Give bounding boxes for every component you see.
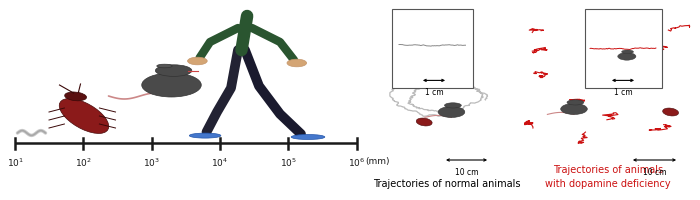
Bar	[584, 9, 662, 88]
Ellipse shape	[663, 108, 678, 116]
Ellipse shape	[157, 64, 172, 68]
Text: 10$^{5}$: 10$^{5}$	[280, 157, 297, 169]
Ellipse shape	[438, 106, 465, 117]
Ellipse shape	[189, 133, 221, 138]
Ellipse shape	[416, 118, 432, 126]
Text: with dopamine deficiency: with dopamine deficiency	[545, 179, 671, 189]
Ellipse shape	[155, 65, 192, 76]
Text: Trajectories of normal animals: Trajectories of normal animals	[373, 179, 520, 189]
Text: 10$^{3}$: 10$^{3}$	[144, 157, 160, 169]
Ellipse shape	[291, 134, 325, 140]
Text: 10$^{1}$: 10$^{1}$	[7, 157, 24, 169]
Text: 1 cm: 1 cm	[614, 88, 632, 97]
Text: 10$^{6}$: 10$^{6}$	[349, 157, 365, 169]
Text: 10 cm: 10 cm	[643, 168, 666, 177]
Ellipse shape	[617, 53, 636, 60]
Ellipse shape	[622, 50, 634, 54]
Text: 10$^{2}$: 10$^{2}$	[75, 157, 92, 169]
Text: 10$^{4}$: 10$^{4}$	[211, 157, 228, 169]
Ellipse shape	[64, 92, 87, 101]
Ellipse shape	[287, 59, 307, 67]
Text: (mm): (mm)	[365, 157, 390, 166]
Ellipse shape	[141, 73, 202, 97]
Ellipse shape	[561, 104, 587, 114]
Ellipse shape	[444, 103, 461, 108]
Ellipse shape	[188, 57, 207, 65]
Text: Trajectories of animals: Trajectories of animals	[552, 165, 663, 175]
Text: 1 cm: 1 cm	[425, 88, 443, 97]
Ellipse shape	[60, 99, 108, 133]
Text: 10 cm: 10 cm	[455, 168, 478, 177]
Ellipse shape	[567, 100, 584, 105]
Bar	[392, 9, 473, 88]
